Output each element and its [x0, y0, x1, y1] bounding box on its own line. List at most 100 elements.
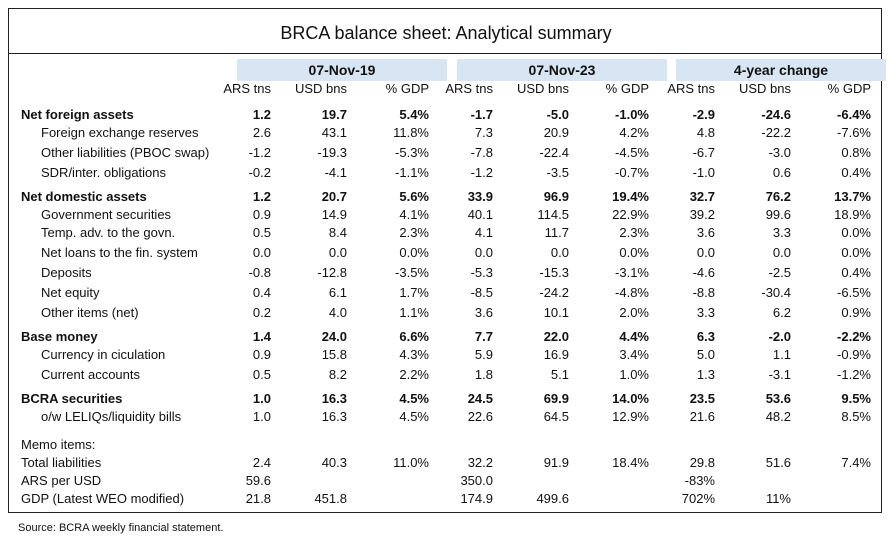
- table-cell: 5.4%: [399, 107, 429, 122]
- table-cell: -3.5: [546, 165, 569, 180]
- table-cell: -4.8%: [615, 285, 649, 300]
- table-cell: 40.1: [467, 207, 493, 222]
- table-cell: 21.6: [689, 409, 715, 424]
- table-cell: -1.2: [248, 145, 271, 160]
- table-cell: 14.9: [321, 207, 347, 222]
- table-cell: 22.6: [467, 409, 493, 424]
- table-cell: 11.7: [544, 225, 569, 240]
- table-cell: 22.9%: [612, 207, 649, 222]
- row-label: Memo items:: [21, 437, 96, 452]
- row-label: Other items (net): [41, 305, 139, 320]
- table-cell: 11.8%: [393, 125, 429, 140]
- table-cell: 7.7: [474, 329, 493, 344]
- table-cell: -0.8: [248, 265, 271, 280]
- row-label: Net domestic assets: [21, 189, 147, 204]
- table-cell: 10.1: [543, 305, 569, 320]
- table-cell: 0.0: [474, 245, 493, 260]
- table-cell: 0.6: [772, 165, 791, 180]
- table-cell: 76.2: [765, 189, 791, 204]
- row-label: Total liabilities: [21, 455, 102, 470]
- table-cell: 2.6: [252, 125, 271, 140]
- row-label: Net equity: [41, 285, 100, 300]
- table-cell: -19.3: [317, 145, 347, 160]
- table-cell: -1.1%: [395, 165, 429, 180]
- table-cell: 22.0: [543, 329, 569, 344]
- table-cell: 20.9: [543, 125, 569, 140]
- table-cell: -6.4%: [837, 107, 871, 122]
- table-cell: 91.9: [543, 455, 569, 470]
- table-cell: -7.8: [470, 145, 493, 160]
- table-cell: 0.0%: [619, 245, 649, 260]
- table-cell: 4.3%: [399, 347, 429, 362]
- column-subheader: USD bns: [738, 81, 791, 96]
- table-cell: -0.2: [248, 165, 271, 180]
- table-cell: 0.5: [252, 367, 271, 382]
- column-subheader: USD bns: [516, 81, 569, 96]
- table-cell: 51.6: [765, 455, 791, 470]
- group-header: 07-Nov-19: [237, 59, 447, 81]
- table-cell: 1.2: [252, 107, 271, 122]
- table-cell: 2.0%: [619, 305, 649, 320]
- table-cell: -4.6: [692, 265, 715, 280]
- table-cell: 5.9: [474, 347, 493, 362]
- row-label: Currency in ciculation: [41, 347, 166, 362]
- table-cell: 8.4: [328, 225, 347, 240]
- row-label: Temp. adv. to the govn.: [41, 225, 176, 240]
- table-cell: 4.5%: [399, 391, 429, 406]
- table-cell: 4.4%: [619, 329, 649, 344]
- table-cell: 15.8: [321, 347, 347, 362]
- table-cell: 3.4%: [619, 347, 649, 362]
- table-cell: 99.6: [765, 207, 791, 222]
- table-cell: 0.2: [252, 305, 271, 320]
- table-cell: -6.5%: [837, 285, 871, 300]
- table-cell: 3.3: [696, 305, 715, 320]
- table-cell: 5.1: [550, 367, 569, 382]
- table-cell: 14.0%: [612, 391, 649, 406]
- table-cell: -15.3: [539, 265, 569, 280]
- table-cell: 0.0%: [841, 225, 871, 240]
- table-cell: 29.8: [689, 455, 715, 470]
- table-cell: 114.5: [537, 207, 569, 222]
- table-cell: 12.9%: [612, 409, 649, 424]
- table-cell: 3.6: [696, 225, 715, 240]
- column-subheader: % GDP: [385, 81, 429, 96]
- table-cell: 19.7: [321, 107, 347, 122]
- table-cell: -1.2%: [837, 367, 871, 382]
- table-cell: 7.3: [474, 125, 493, 140]
- table-cell: 4.8: [696, 125, 715, 140]
- table-cell: 4.0: [328, 305, 347, 320]
- table-cell: -3.0: [768, 145, 791, 160]
- table-cell: 5.0: [696, 347, 715, 362]
- table-cell: 702%: [681, 491, 715, 506]
- table-cell: -5.3: [470, 265, 493, 280]
- table-cell: 0.8%: [841, 145, 871, 160]
- table-cell: 9.5%: [841, 391, 871, 406]
- table-cell: -0.9%: [837, 347, 871, 362]
- column-subheader: USD bns: [294, 81, 347, 96]
- table-cell: 0.9: [252, 347, 271, 362]
- table-cell: 1.0: [252, 391, 271, 406]
- table-cell: 1.7%: [399, 285, 429, 300]
- source-note: Source: BCRA weekly financial statement.: [18, 522, 224, 534]
- table-cell: -24.2: [539, 285, 569, 300]
- table-cell: 0.0: [772, 245, 791, 260]
- table-cell: 6.2: [772, 305, 791, 320]
- table-cell: 11.0%: [393, 455, 429, 470]
- table-cell: 1.4: [252, 329, 271, 344]
- row-label: Net foreign assets: [21, 107, 134, 122]
- table-cell: 4.5%: [399, 409, 429, 424]
- table-cell: 1.2: [252, 189, 271, 204]
- table-cell: 3.6: [474, 305, 493, 320]
- table-cell: 4.1%: [399, 207, 429, 222]
- table-title: BRCA balance sheet: Analytical summary: [280, 23, 612, 43]
- table-cell: 19.4%: [612, 189, 649, 204]
- table-cell: -2.0: [768, 329, 791, 344]
- table-cell: 0.0: [252, 245, 271, 260]
- table-cell: 1.1%: [399, 305, 429, 320]
- row-label: Government securities: [41, 207, 172, 222]
- table-cell: 7.4%: [841, 455, 871, 470]
- table-cell: 23.5: [689, 391, 715, 406]
- column-subheader: % GDP: [827, 81, 871, 96]
- table-cell: -5.3%: [395, 145, 429, 160]
- table-cell: 0.9: [252, 207, 271, 222]
